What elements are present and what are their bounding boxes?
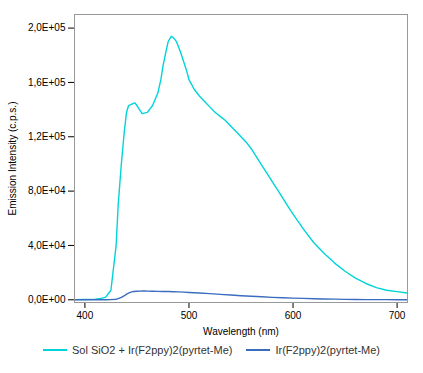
svg-text:Wavelength (nm): Wavelength (nm) bbox=[203, 326, 279, 337]
svg-text:700: 700 bbox=[389, 310, 406, 321]
svg-text:1,2E+05: 1,2E+05 bbox=[28, 131, 66, 142]
svg-text:500: 500 bbox=[181, 310, 198, 321]
svg-text:8,0E+04: 8,0E+04 bbox=[28, 185, 66, 196]
svg-text:2,0E+05: 2,0E+05 bbox=[28, 22, 66, 33]
svg-text:600: 600 bbox=[285, 310, 302, 321]
svg-text:400: 400 bbox=[77, 310, 94, 321]
svg-text:0,0E+00: 0,0E+00 bbox=[28, 294, 66, 305]
svg-text:1,6E+05: 1,6E+05 bbox=[28, 77, 66, 88]
svg-text:4,0E+04: 4,0E+04 bbox=[28, 240, 66, 251]
html-text:Ir(F2ppy)2(pyrtet-Me): Ir(F2ppy)2(pyrtet-Me) bbox=[275, 344, 380, 356]
svg-text:Emission Intensity (c.p.s.): Emission Intensity (c.p.s.) bbox=[7, 102, 18, 216]
html-text:Sol SiO2 + Ir(F2ppy)2(pyrtet-M: Sol SiO2 + Ir(F2ppy)2(pyrtet-Me) bbox=[72, 344, 233, 356]
